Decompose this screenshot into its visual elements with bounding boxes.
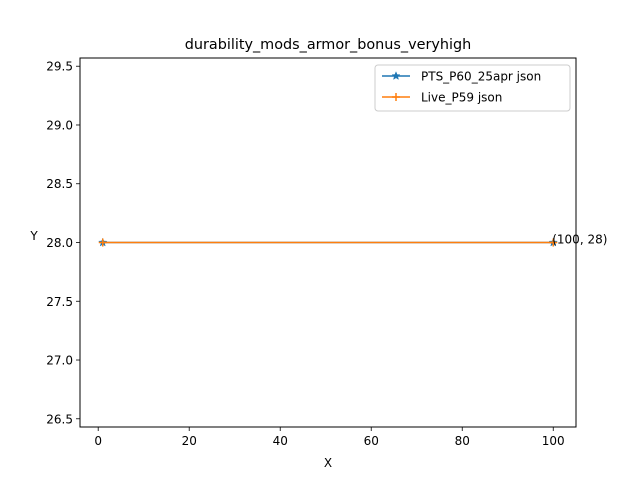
data-label: (100, 28): [552, 233, 607, 247]
plot-area: [98, 237, 558, 247]
x-tick-label: 100: [542, 434, 565, 448]
data-point: [549, 238, 558, 247]
x-tick-label: 20: [182, 434, 197, 448]
y-tick-label: 28.0: [46, 236, 73, 250]
data-point: [98, 238, 107, 247]
series-2: [98, 238, 558, 247]
legend-box: [374, 64, 571, 112]
legend-marker: [391, 71, 401, 80]
x-tick-label: 80: [455, 434, 470, 448]
y-tick-label: 26.5: [46, 412, 73, 426]
legend-item: Live_P59 json: [382, 91, 502, 105]
x-axis-label: X: [324, 456, 332, 470]
x-tick-label: 60: [364, 434, 379, 448]
legend-label: Live_P59 json: [421, 91, 502, 105]
y-axis-label: Y: [29, 229, 38, 243]
x-tick-label: 40: [273, 434, 288, 448]
y-tick-label: 27.5: [46, 295, 73, 309]
y-tick-label: 28.5: [46, 177, 73, 191]
y-tick-label: 29.0: [46, 118, 73, 132]
x-tick-label: 0: [94, 434, 102, 448]
chart-title: durability_mods_armor_bonus_veryhigh: [185, 37, 472, 53]
y-tick-label: 27.0: [46, 354, 73, 368]
legend-marker: [392, 93, 400, 101]
legend-label: PTS_P60_25apr json: [421, 70, 541, 84]
legend: PTS_P60_25apr json Live_P59 json: [374, 64, 571, 112]
y-tick-label: 29.5: [46, 60, 73, 74]
legend-item: PTS_P60_25apr json: [382, 70, 541, 84]
